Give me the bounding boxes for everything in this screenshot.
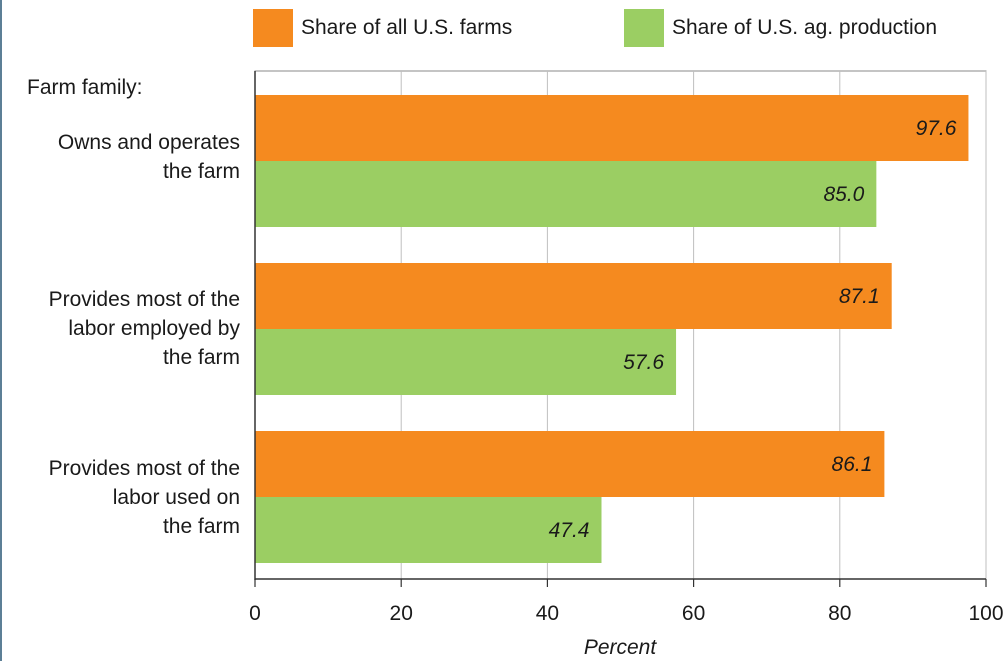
value-labels: 97.6 85.0 87.1 57.6 86.1 47.4 xyxy=(549,117,957,542)
legend-swatch-farms xyxy=(253,9,293,47)
category-label: the farm xyxy=(163,160,240,183)
bar xyxy=(255,263,892,329)
x-axis-ticks: 0 20 40 60 80 100 xyxy=(249,579,1004,625)
value-label: 57.6 xyxy=(623,351,664,374)
category-labels: Owns and operates the farm Provides most o… xyxy=(49,131,241,538)
x-tick-label: 80 xyxy=(828,602,851,625)
legend-label-farms: Share of all U.S. farms xyxy=(301,16,512,39)
group-title: Farm family: xyxy=(27,76,143,99)
category-label: the farm xyxy=(163,515,240,538)
legend-swatch-production xyxy=(624,9,664,47)
bars xyxy=(255,95,969,563)
value-label: 97.6 xyxy=(916,117,957,140)
bar xyxy=(255,161,877,227)
category-label: labor employed by xyxy=(68,317,240,340)
value-label: 47.4 xyxy=(549,519,590,542)
bar xyxy=(255,431,885,497)
category-label: Owns and operates xyxy=(58,131,240,154)
category-label: Provides most of the xyxy=(49,288,240,311)
x-tick-label: 0 xyxy=(249,602,261,625)
value-label: 87.1 xyxy=(839,285,880,308)
bar xyxy=(255,329,677,395)
legend-label-production: Share of U.S. ag. production xyxy=(672,16,937,39)
x-tick-label: 100 xyxy=(968,602,1003,625)
value-label: 85.0 xyxy=(823,183,864,206)
category-label: Provides most of the xyxy=(49,457,240,480)
x-tick-label: 60 xyxy=(682,602,705,625)
category-label: the farm xyxy=(163,346,240,369)
x-tick-label: 20 xyxy=(390,602,413,625)
x-tick-label: 40 xyxy=(536,602,559,625)
legend: Share of all U.S. farms Share of U.S. ag… xyxy=(253,9,937,47)
bar xyxy=(255,95,969,161)
category-label: labor used on xyxy=(113,486,240,509)
bar xyxy=(255,497,602,563)
value-label: 86.1 xyxy=(832,453,873,476)
x-axis-title: Percent xyxy=(584,636,658,659)
